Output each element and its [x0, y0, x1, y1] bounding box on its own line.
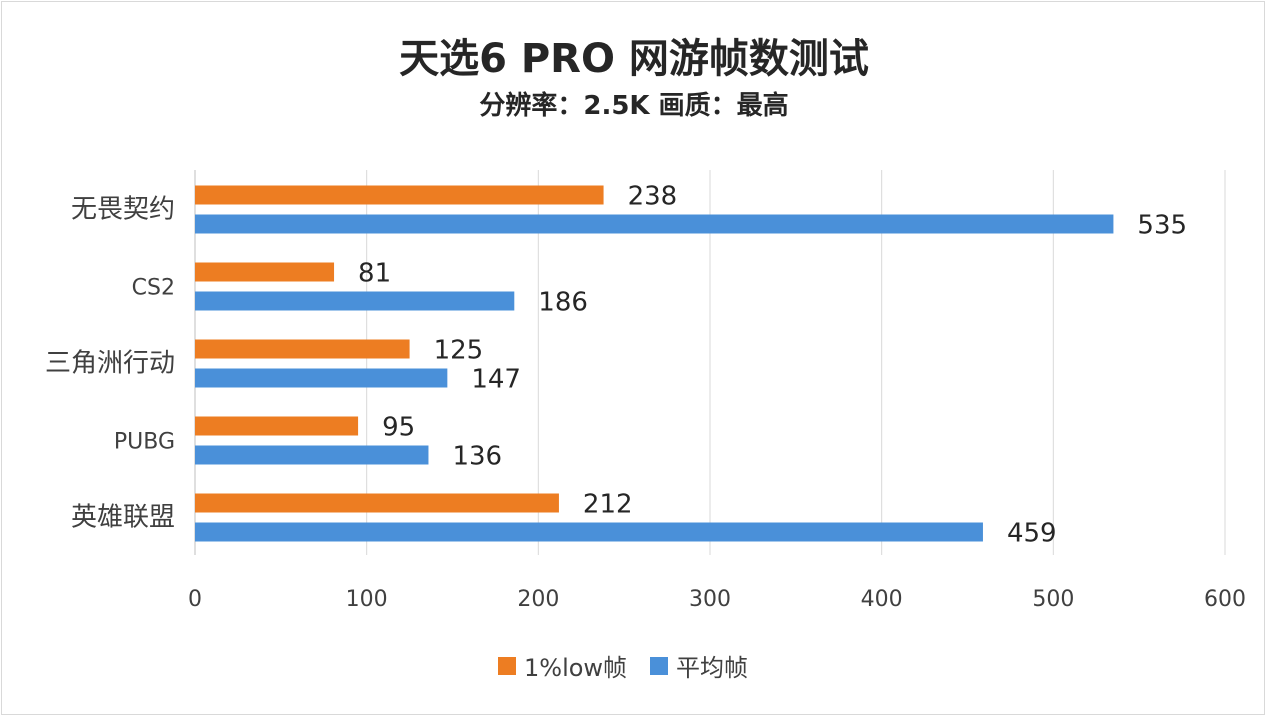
data-label: 238: [628, 182, 678, 212]
bar-low: [195, 416, 359, 436]
bar-low: [195, 339, 410, 359]
legend-swatch: [650, 657, 668, 675]
bar-low: [195, 262, 335, 282]
x-tick-label: 300: [689, 587, 731, 612]
chart-title: 天选6 PRO 网游帧数测试: [399, 36, 869, 82]
bar-low: [195, 493, 559, 513]
data-label: 147: [471, 365, 521, 395]
bar-avg: [195, 291, 515, 311]
x-tick-label: 600: [1204, 587, 1246, 612]
category-label: 无畏契约: [71, 195, 175, 225]
bar-avg: [195, 522, 983, 542]
data-label: 125: [434, 336, 484, 366]
legend-label: 平均帧: [676, 654, 748, 682]
bar-avg: [195, 445, 429, 465]
x-tick-label: 200: [517, 587, 559, 612]
bar-avg: [195, 368, 448, 388]
data-label: 186: [538, 288, 588, 318]
data-label: 212: [583, 490, 633, 520]
x-tick-label: 500: [1032, 587, 1074, 612]
category-label: CS2: [132, 276, 175, 301]
category-label: PUBG: [114, 430, 175, 455]
x-tick-label: 400: [861, 587, 903, 612]
legend-swatch: [498, 657, 516, 675]
chart-subtitle: 分辨率：2.5K 画质：最高: [479, 90, 788, 121]
category-label: 英雄联盟: [71, 503, 175, 533]
data-label: 459: [1007, 519, 1057, 549]
data-label: 535: [1137, 211, 1187, 241]
category-label: 三角洲行动: [45, 349, 175, 379]
legend-label: 1%low帧: [524, 654, 627, 682]
bar-avg: [195, 214, 1114, 234]
data-label: 95: [382, 413, 415, 443]
x-tick-label: 100: [346, 587, 388, 612]
x-tick-label: 0: [188, 587, 202, 612]
bar-low: [195, 185, 604, 205]
data-label: 136: [452, 442, 502, 472]
data-label: 81: [358, 259, 391, 289]
